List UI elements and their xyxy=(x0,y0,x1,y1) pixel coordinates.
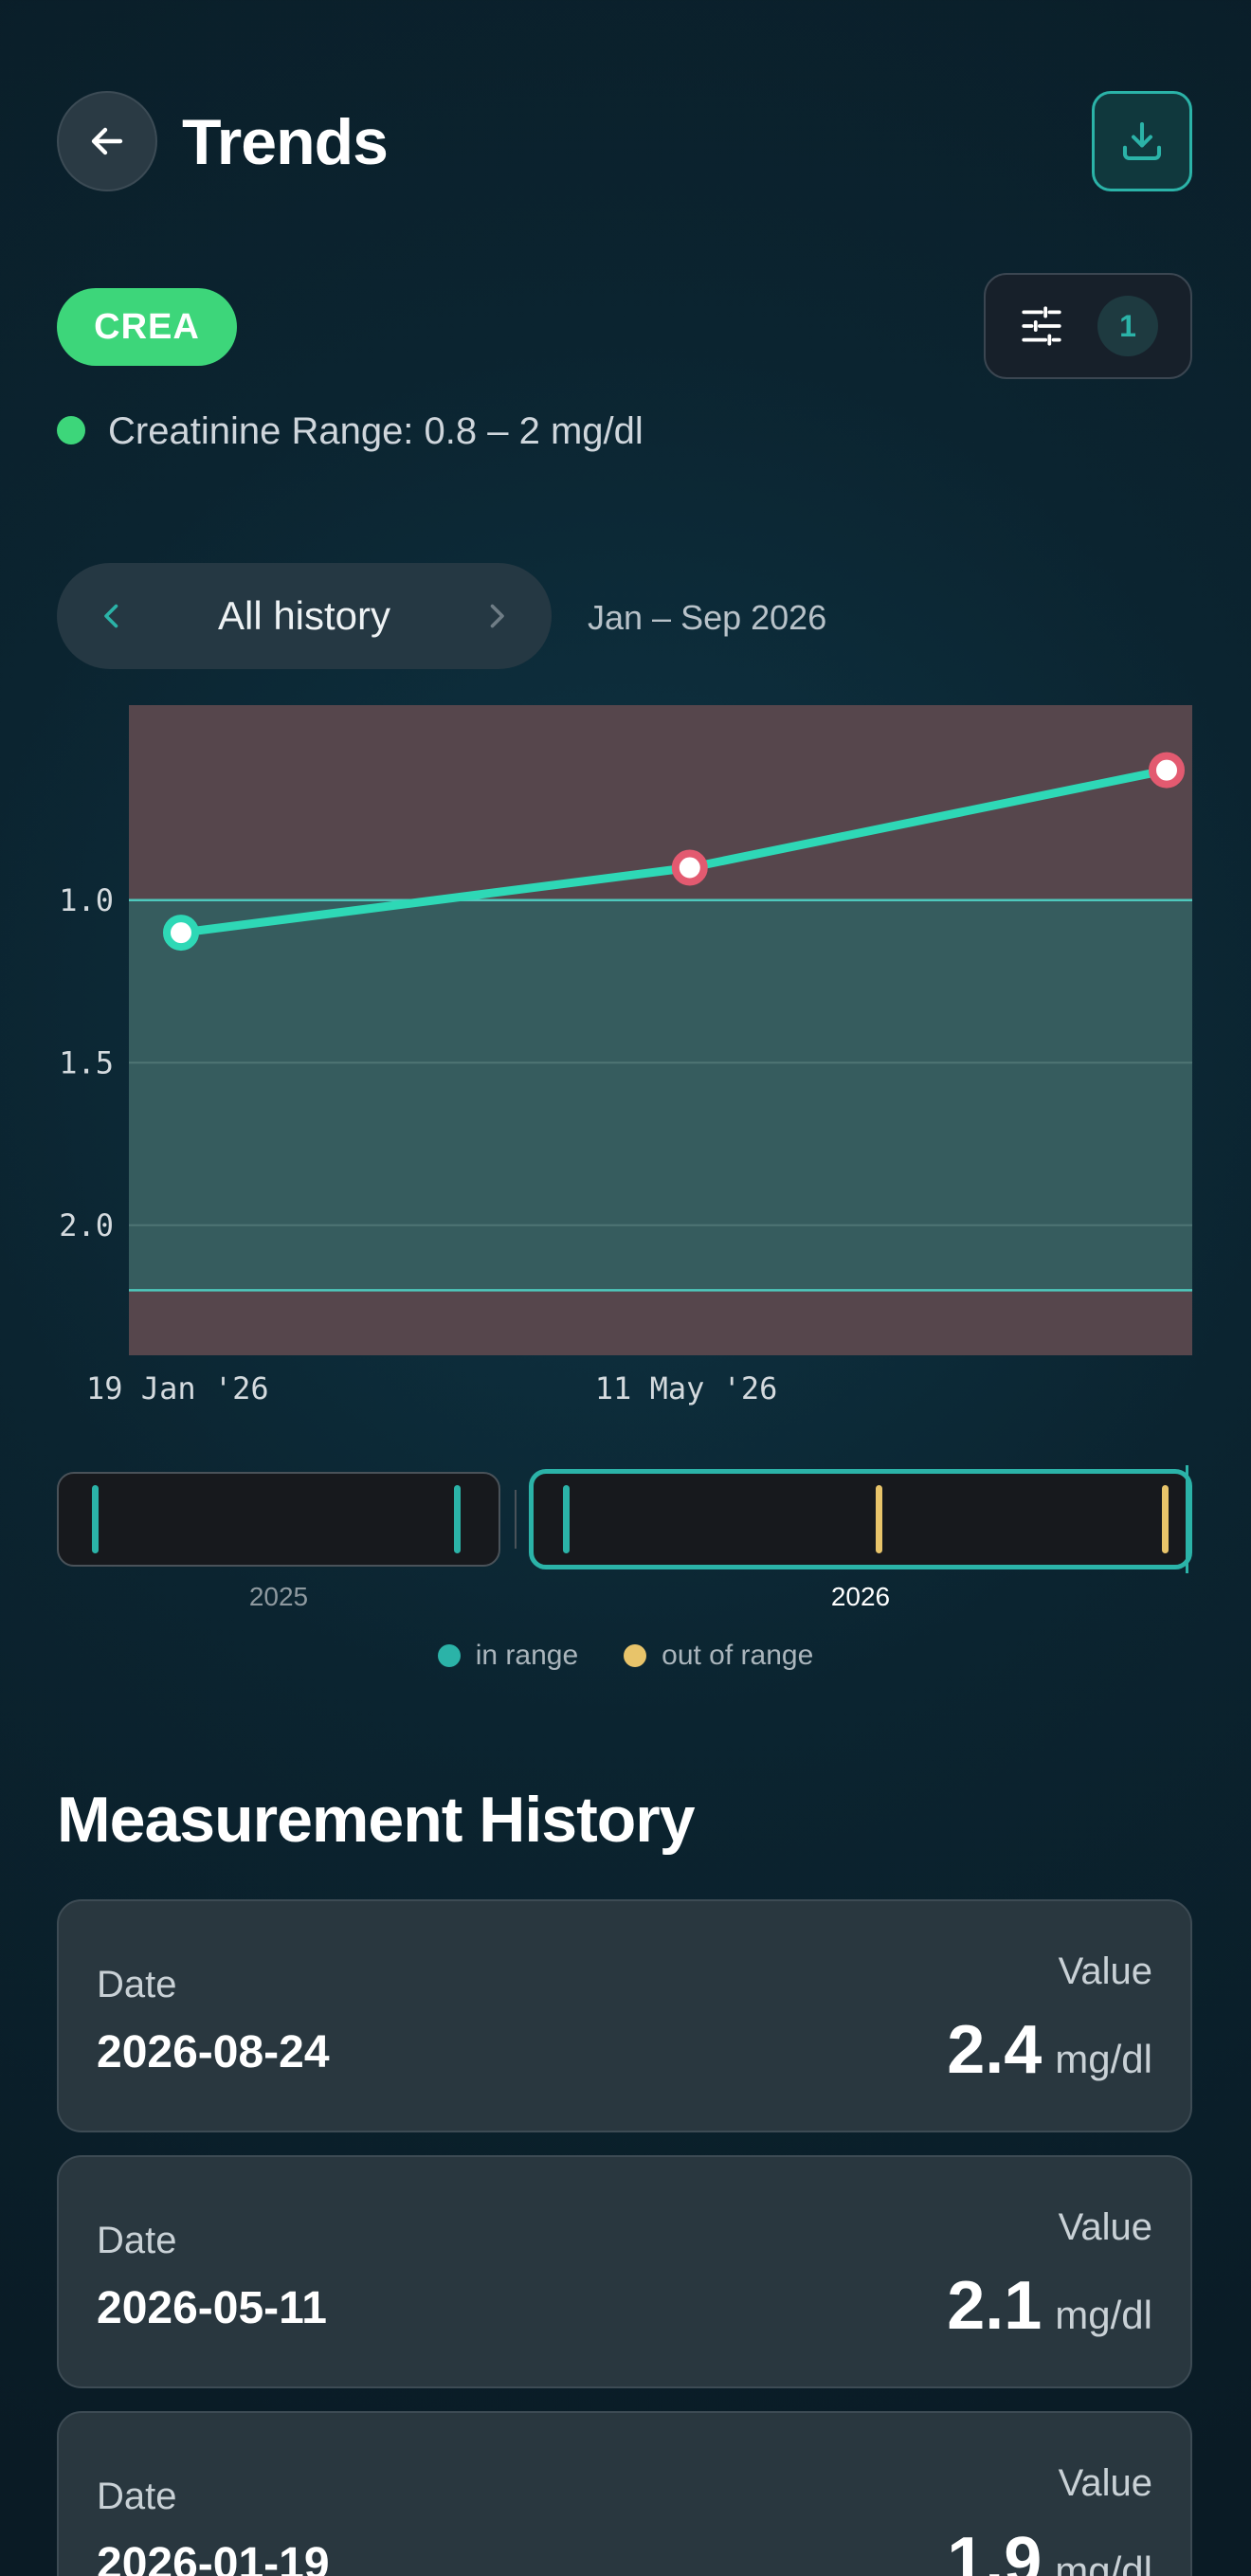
low-range-band xyxy=(129,1290,1192,1355)
timeline-handle[interactable] xyxy=(1186,1465,1188,1573)
measurement-value: 1.9 mg/dl xyxy=(947,2523,1152,2576)
timeline-tick xyxy=(92,1485,99,1553)
measurement-date: 2026-05-11 xyxy=(97,2283,327,2333)
timeline-tick xyxy=(1162,1485,1169,1553)
legend-label: in range xyxy=(475,1640,579,1671)
back-button[interactable] xyxy=(57,91,157,191)
x-tick-label: 11 May '26 xyxy=(595,1370,778,1406)
y-tick-label: 1.5 xyxy=(59,1044,114,1080)
filter-button[interactable]: 1 xyxy=(984,273,1192,379)
timeline-year-2026[interactable] xyxy=(529,1469,1192,1569)
value-unit: mg/dl xyxy=(1055,2037,1152,2081)
legend-label: out of range xyxy=(662,1640,814,1671)
measurement-value: 2.4 mg/dl xyxy=(947,2011,1152,2089)
measurement-value: 2.1 mg/dl xyxy=(947,2267,1152,2345)
legend-item: in range xyxy=(437,1640,579,1672)
normal-range-band xyxy=(129,899,1192,1291)
value-label: Value xyxy=(1058,1950,1152,1992)
period-label[interactable]: All history xyxy=(217,593,391,638)
timeline-year-label: 2026 xyxy=(830,1582,891,1611)
measurement-date: 2026-08-24 xyxy=(97,2027,330,2077)
download-icon xyxy=(1122,121,1162,161)
trend-chart[interactable]: 2.0 1.5 1.0 19 Jan '26 11 May '26 xyxy=(0,692,1251,1422)
period-selector: All history xyxy=(57,563,552,669)
y-tick-label: 2.0 xyxy=(59,1207,114,1243)
arrow-left-icon xyxy=(91,127,123,155)
date-label: Date xyxy=(97,2476,177,2517)
measurement-card[interactable]: Date 2026-01-19 Value 1.9 mg/dl xyxy=(57,2411,1192,2576)
history-title: Measurement History xyxy=(57,1784,696,1856)
date-label: Date xyxy=(97,1964,177,2005)
timeline-year-label: 2025 xyxy=(248,1582,309,1611)
value-number: 2.1 xyxy=(947,2268,1042,2344)
timeline-tick xyxy=(454,1485,461,1553)
range-status-dot xyxy=(57,416,85,444)
timeline-tick xyxy=(563,1485,570,1553)
timeline-legend: in range out of range xyxy=(0,1640,1251,1672)
timeline-separator xyxy=(515,1490,517,1549)
date-label: Date xyxy=(97,2220,177,2261)
value-label: Value xyxy=(1058,2206,1152,2248)
value-label: Value xyxy=(1058,2462,1152,2504)
timeline-tick xyxy=(876,1485,882,1553)
data-point xyxy=(1149,752,1185,789)
test-code-badge[interactable]: CREA xyxy=(57,288,237,366)
legend-item: out of range xyxy=(624,1640,813,1672)
sliders-icon xyxy=(1022,306,1061,346)
download-button[interactable] xyxy=(1092,91,1192,191)
value-number: 2.4 xyxy=(947,2012,1042,2088)
legend-dot xyxy=(624,1644,647,1667)
measurement-card[interactable]: Date 2026-08-24 Value 2.4 mg/dl xyxy=(57,1899,1192,2132)
filter-count-badge: 1 xyxy=(1097,296,1158,356)
x-tick-label: 19 Jan '26 xyxy=(86,1370,269,1406)
chevron-left-icon[interactable] xyxy=(95,599,129,633)
y-tick-label: 1.0 xyxy=(59,882,114,918)
value-unit: mg/dl xyxy=(1055,2549,1152,2576)
timeline-year-2025[interactable] xyxy=(57,1472,500,1567)
value-unit: mg/dl xyxy=(1055,2293,1152,2337)
legend-dot xyxy=(437,1644,461,1667)
value-number: 1.9 xyxy=(947,2524,1042,2576)
reference-range-label: Creatinine Range: 0.8 – 2 mg/dl xyxy=(108,410,644,452)
measurement-date: 2026-01-19 xyxy=(97,2539,330,2576)
data-point xyxy=(163,915,199,952)
data-point xyxy=(671,849,708,886)
measurement-card[interactable]: Date 2026-05-11 Value 2.1 mg/dl xyxy=(57,2155,1192,2388)
page-title: Trends xyxy=(182,106,389,178)
period-date-range: Jan – Sep 2026 xyxy=(588,598,827,637)
chevron-right-icon[interactable] xyxy=(480,599,514,633)
